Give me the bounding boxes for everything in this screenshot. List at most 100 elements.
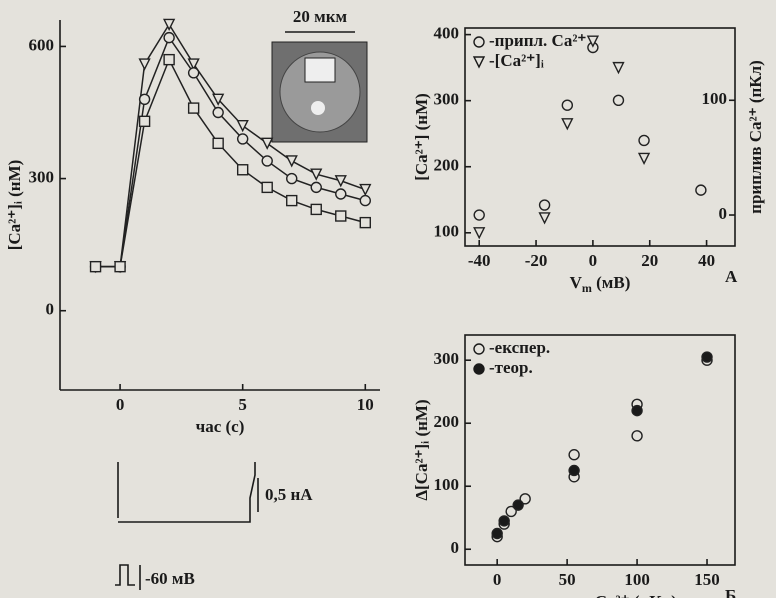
marker <box>512 499 524 511</box>
y-axis-label: Δ[Ca²⁺]ᵢ (нМ) <box>412 399 431 500</box>
marker <box>473 363 485 375</box>
marker <box>561 118 574 131</box>
x-tick-label: -40 <box>468 251 491 270</box>
marker <box>519 493 531 505</box>
x-tick-label: 5 <box>238 395 247 414</box>
marker <box>212 106 224 119</box>
marker <box>212 137 224 150</box>
marker <box>359 183 372 197</box>
x-tick-label: 150 <box>694 570 720 589</box>
marker <box>359 194 371 207</box>
marker <box>138 93 151 105</box>
marker <box>473 343 485 355</box>
panel-label: А <box>725 267 738 286</box>
y-tick-label: 600 <box>29 35 55 54</box>
legend-label: -теор. <box>489 358 533 377</box>
marker <box>631 404 643 417</box>
x-axis-label-part: m <box>582 281 592 295</box>
x-tick-label: 100 <box>624 570 650 589</box>
marker <box>631 430 643 442</box>
plot-frame <box>464 334 736 566</box>
y-tick-label: 0 <box>46 300 55 319</box>
x-tick-label: -20 <box>525 251 548 270</box>
marker <box>187 67 200 79</box>
x-tick-label: 20 <box>641 251 658 270</box>
y-tick-label: 300 <box>29 167 55 186</box>
y-tick-label: 200 <box>434 156 460 175</box>
y-tick-label: 400 <box>434 24 460 43</box>
current-trace: 0,5 нА -60 мВ <box>115 462 313 590</box>
x-tick-label: 0 <box>493 570 502 589</box>
y-tick-label: 100 <box>434 222 460 241</box>
marker <box>491 527 503 540</box>
marker <box>701 351 713 363</box>
current-label: 0,5 нА <box>265 485 313 504</box>
marker <box>472 56 486 69</box>
panel-label: Б <box>725 586 736 598</box>
marker <box>89 260 102 273</box>
marker <box>138 115 151 128</box>
marker <box>310 181 322 194</box>
x-axis-label: приплив Ca²⁺ (пКл) <box>523 592 677 598</box>
marker <box>285 155 298 168</box>
marker <box>138 58 151 71</box>
marker <box>473 36 485 48</box>
marker <box>637 152 651 166</box>
x-axis-label: час (с) <box>196 417 245 436</box>
marker <box>695 184 707 196</box>
marker <box>163 53 175 66</box>
marker <box>568 464 580 477</box>
marker <box>538 199 551 211</box>
marker <box>473 209 485 221</box>
x-tick-label: 40 <box>698 251 715 270</box>
marker <box>561 99 574 111</box>
y-axis-label: [Ca²⁺] (нМ) <box>412 93 431 181</box>
marker <box>236 133 249 145</box>
x-axis-label: Vm (мВ) <box>570 273 631 295</box>
marker <box>638 134 650 147</box>
y-tick-label: 0 <box>451 538 460 557</box>
x-axis-label-part: (мВ) <box>592 273 631 292</box>
y-tick-label: 200 <box>434 412 460 431</box>
marker <box>473 227 486 240</box>
y2-tick-label: 100 <box>702 89 728 108</box>
marker <box>187 58 200 71</box>
y-tick-label: 300 <box>434 90 460 109</box>
marker <box>310 203 322 216</box>
marker <box>236 120 249 133</box>
marker <box>335 210 347 222</box>
marker <box>114 260 126 273</box>
micrograph: 20 мкм <box>271 7 368 143</box>
y-tick-label: 300 <box>434 349 460 368</box>
marker <box>310 168 323 181</box>
marker <box>187 102 200 114</box>
x-axis-label-part: V <box>570 273 583 292</box>
y2-axis-label: приплив Ca²⁺ (пКл) <box>746 60 765 214</box>
marker <box>612 61 625 75</box>
legend-label: -експер. <box>489 338 550 357</box>
marker <box>212 93 225 106</box>
marker <box>286 194 298 207</box>
marker <box>359 216 371 229</box>
x-tick-label: 0 <box>589 251 598 270</box>
x-tick-label: 10 <box>357 395 374 414</box>
marker <box>163 31 175 44</box>
marker <box>498 515 510 527</box>
legend-label: -[Ca²⁺]ᵢ <box>489 51 544 70</box>
marker <box>505 505 517 518</box>
y-axis-label: [Ca²⁺]ᵢ (нМ) <box>5 160 24 251</box>
x-tick-label: 0 <box>116 395 125 414</box>
y2-tick-label: 0 <box>719 204 728 223</box>
marker <box>568 449 580 461</box>
legend-label: -припл. Ca²⁺ <box>489 31 586 50</box>
marker <box>261 155 273 167</box>
marker <box>586 35 600 48</box>
marker <box>334 175 347 188</box>
x-tick-label: 50 <box>559 570 576 589</box>
scale-label: 20 мкм <box>293 7 348 26</box>
voltage-label: -60 мВ <box>145 569 195 588</box>
marker <box>286 172 298 185</box>
marker <box>538 212 551 225</box>
